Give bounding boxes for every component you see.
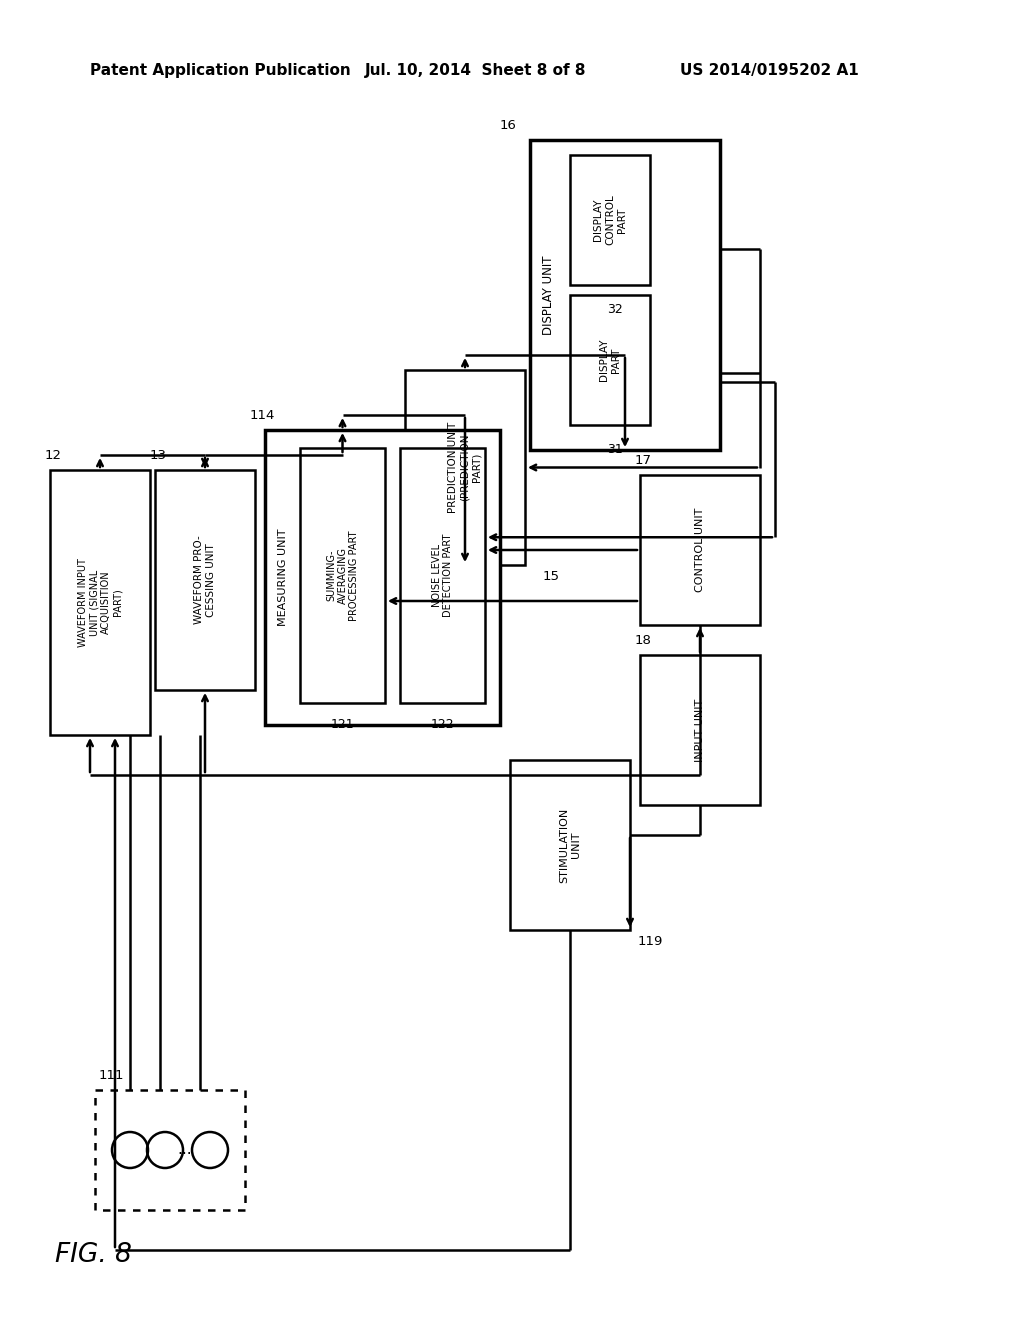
Text: 119: 119 [638, 935, 664, 948]
Text: 122: 122 [431, 718, 455, 731]
Bar [570, 154, 650, 285]
Bar [640, 655, 760, 805]
Bar [570, 294, 650, 425]
Text: FIG. 8: FIG. 8 [55, 1242, 132, 1269]
Text: 15: 15 [543, 570, 560, 583]
Text: 13: 13 [150, 449, 167, 462]
Text: ...: ... [178, 1143, 193, 1158]
Text: WAVEFORM INPUT
UNIT (SIGNAL
ACQUISITION
PART): WAVEFORM INPUT UNIT (SIGNAL ACQUISITION … [78, 558, 123, 647]
Text: 114: 114 [250, 409, 275, 422]
Text: US 2014/0195202 A1: US 2014/0195202 A1 [680, 62, 859, 78]
Text: INPUT UNIT: INPUT UNIT [695, 698, 705, 762]
Bar [406, 370, 525, 565]
Text: 18: 18 [635, 634, 652, 647]
Bar [300, 447, 385, 704]
Text: CONTROL UNIT: CONTROL UNIT [695, 508, 705, 593]
Text: NOISE LEVEL
DETECTION PART: NOISE LEVEL DETECTION PART [432, 533, 454, 618]
Text: 121: 121 [331, 718, 354, 731]
Text: Patent Application Publication: Patent Application Publication [90, 62, 351, 78]
Text: WAVEFORM PRO-
CESSING UNIT: WAVEFORM PRO- CESSING UNIT [195, 536, 216, 624]
Text: Jul. 10, 2014  Sheet 8 of 8: Jul. 10, 2014 Sheet 8 of 8 [365, 62, 587, 78]
Text: DISPLAY UNIT: DISPLAY UNIT [542, 255, 555, 335]
Text: 17: 17 [635, 454, 652, 467]
Bar [530, 140, 720, 450]
Bar [510, 760, 630, 931]
Text: 31: 31 [607, 444, 623, 455]
Text: DISPLAY
PART: DISPLAY PART [599, 339, 621, 381]
Bar [50, 470, 150, 735]
Text: 12: 12 [45, 449, 62, 462]
Text: MEASURING UNIT: MEASURING UNIT [278, 529, 288, 626]
Bar [95, 1090, 245, 1210]
Text: SUMMING-
AVERAGING
PROCESSING PART: SUMMING- AVERAGING PROCESSING PART [326, 531, 359, 620]
Text: 16: 16 [500, 119, 517, 132]
Text: STIMULATION
UNIT: STIMULATION UNIT [559, 808, 581, 883]
Bar [400, 447, 485, 704]
Text: 111: 111 [99, 1069, 125, 1082]
Text: DISPLAY
CONTROL
PART: DISPLAY CONTROL PART [593, 194, 627, 246]
Text: 32: 32 [607, 304, 623, 315]
Text: PREDICTION UNIT
(PREDICTION
PART): PREDICTION UNIT (PREDICTION PART) [449, 422, 481, 513]
Bar [640, 475, 760, 624]
Bar [265, 430, 500, 725]
Bar [155, 470, 255, 690]
